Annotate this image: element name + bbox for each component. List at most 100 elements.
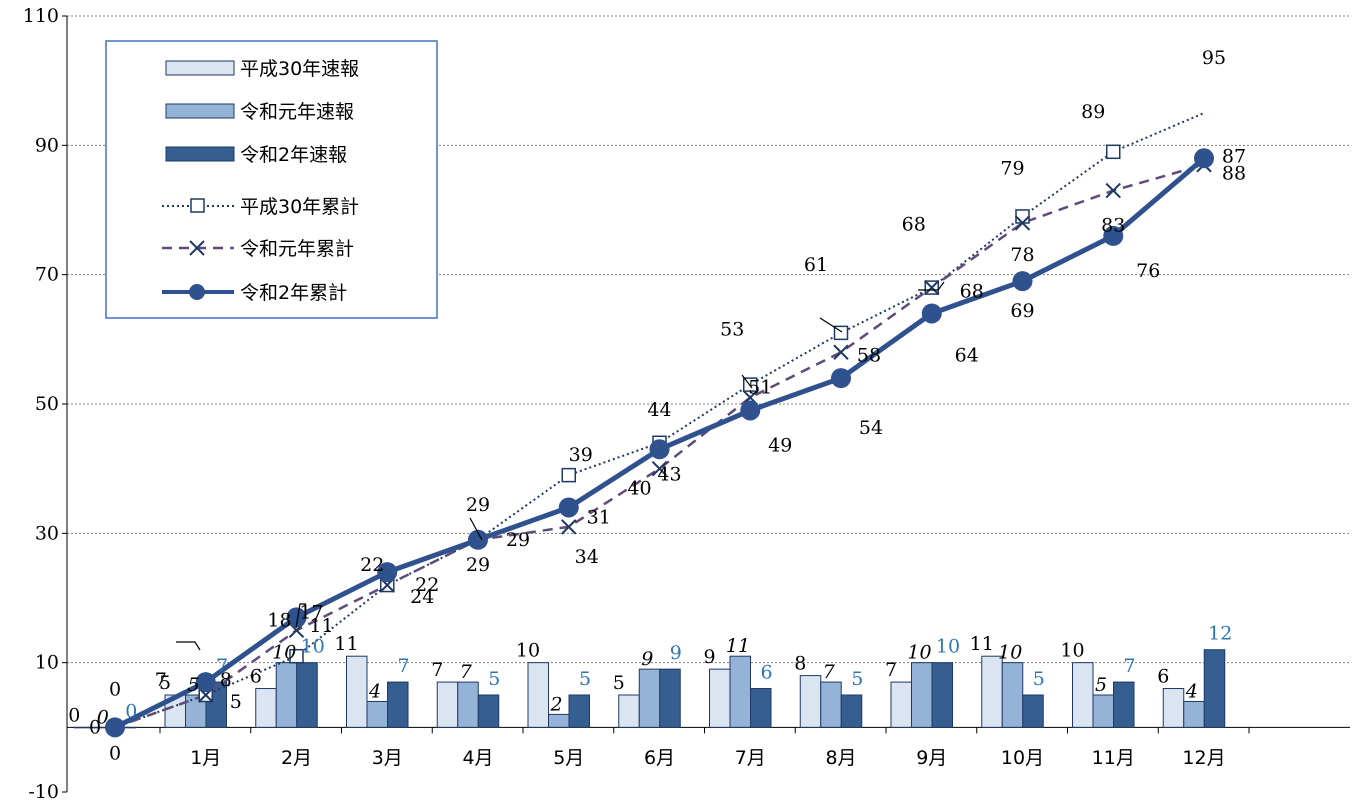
x-tick-label: 12月: [1182, 747, 1225, 769]
point-x: [924, 279, 940, 296]
line-value-label: 78: [1010, 244, 1034, 266]
y-tick-label: -10: [28, 781, 59, 803]
legend-swatch-bar-r1: [165, 103, 235, 119]
line-value-label: 83: [1101, 215, 1125, 237]
leader-line: [176, 641, 201, 651]
point-x: [561, 519, 577, 535]
bar-value-label: 7: [216, 655, 228, 677]
leader-line: [741, 374, 753, 389]
legend-swatch-bar-r2: [165, 146, 235, 162]
bar: [750, 688, 772, 728]
bar-value-label: 10: [272, 642, 296, 664]
bar-value-label: 10: [301, 636, 325, 658]
bar-value-label: 0: [125, 700, 137, 722]
line-value-label: 95: [1202, 47, 1226, 69]
bar: [1001, 662, 1024, 728]
bar-value-label: 10: [936, 636, 960, 658]
point-circle: [1012, 271, 1033, 292]
bar: [1092, 694, 1114, 728]
legend-label-bar-r2: 令和2年速報: [240, 144, 347, 166]
bar-value-label: 5: [159, 672, 171, 694]
line-value-label: 53: [720, 319, 744, 341]
line-value-label: 29: [466, 554, 490, 576]
point-circle: [468, 529, 488, 550]
bars: [73, 649, 1226, 729]
x-tick-label: 9月: [916, 747, 947, 769]
bar: [296, 662, 318, 728]
y-tick-label: 90: [35, 134, 59, 156]
leader-line: [918, 281, 945, 291]
legend-marker-circle: [189, 284, 205, 300]
bar: [568, 694, 590, 728]
legend-item-bar-r2: 令和2年速報: [165, 144, 347, 166]
line-value-label: 34: [575, 546, 599, 568]
point-square: [561, 467, 576, 483]
leader-line: [819, 317, 843, 333]
bar-value-label: 4: [368, 680, 381, 702]
point-circle: [1194, 148, 1214, 169]
y-tick-label: 30: [35, 522, 59, 544]
bar: [477, 694, 500, 728]
line-value-label: 22: [360, 554, 384, 576]
legend-item-line-h30: 平成30年累計: [162, 196, 359, 218]
bar-value-label: 9: [641, 648, 653, 670]
legend: 平成30年速報 令和元年速報 令和2年速報 平成30年累計 令和元年累計 令和2…: [105, 40, 438, 319]
line-value-label: 8: [220, 669, 232, 691]
bar: [890, 681, 912, 728]
line-value-label: 51: [748, 377, 772, 399]
point-circle: [286, 607, 307, 628]
bar-value-label: 9: [703, 646, 715, 668]
point-circle: [831, 368, 851, 389]
leader-line: [295, 603, 306, 629]
bar-value-label: 12: [1208, 623, 1232, 645]
x-tick-label: 7月: [735, 747, 766, 769]
line-value-label: 61: [804, 254, 828, 276]
bar-value-label: 7: [885, 659, 897, 681]
x-tick-label: 11月: [1092, 747, 1135, 769]
bar-value-label: 2: [549, 693, 562, 715]
bar: [527, 662, 549, 728]
line-value-label: 0: [109, 678, 121, 700]
line-value-label: 64: [955, 344, 979, 366]
line-value-label: 68: [902, 214, 926, 236]
bar-value-label: 7: [823, 661, 836, 683]
bar-value-label: 5: [613, 672, 625, 694]
legend-swatch-bar-h30: [165, 60, 235, 76]
line-value-label: 89: [1081, 101, 1105, 123]
bar-value-label: 5: [851, 668, 863, 690]
point-circle: [921, 303, 942, 324]
bar-value-label: 6: [250, 666, 262, 688]
bar: [366, 700, 388, 728]
x-tick-label: 6月: [644, 747, 675, 769]
point-square: [1106, 144, 1121, 160]
bar: [1022, 694, 1044, 728]
bar-value-label: 0: [68, 704, 80, 726]
legend-item-bar-r1: 令和元年速報: [165, 101, 354, 123]
bar: [548, 713, 570, 728]
line-value-label: 18: [267, 609, 291, 631]
bar-value-label: 10: [907, 642, 931, 664]
line-value-label: 87: [1222, 146, 1246, 168]
point-circle: [1103, 225, 1124, 246]
bar-value-label: 4: [1185, 680, 1198, 702]
point-circle: [558, 497, 579, 518]
line-value-label: 40: [627, 478, 651, 500]
point-x: [1105, 182, 1121, 199]
bar-value-label: 5: [187, 674, 199, 696]
line-value-label: 69: [1010, 300, 1034, 322]
bar-value-label: 11: [970, 633, 994, 655]
bar-value-label: 11: [726, 635, 750, 657]
bar-value-label: 8: [794, 653, 806, 675]
legend-label-line-h30: 平成30年累計: [240, 196, 359, 218]
line-value-label: 0: [109, 742, 121, 764]
bar-value-label: 11: [334, 633, 358, 655]
point-circle: [105, 717, 125, 738]
bar-value-label: 5: [1095, 674, 1107, 696]
bar: [709, 668, 731, 728]
bar-value-label: 7: [397, 655, 409, 677]
x-tick-label: 1月: [190, 747, 221, 769]
line-value-label: 0: [89, 716, 101, 738]
point-x: [651, 460, 668, 477]
line-value-label: 49: [768, 434, 792, 456]
